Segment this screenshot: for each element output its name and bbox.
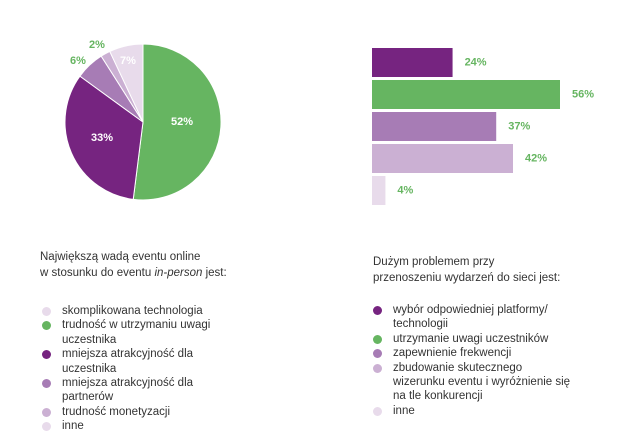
- bar-value-label: 42%: [525, 152, 547, 164]
- legend-dot-icon: [373, 363, 382, 373]
- legend-label: trudność monetyzacji: [62, 405, 171, 418]
- legend-label: trudność w utrzymaniu uwagi uczestnika: [62, 319, 211, 346]
- bar: [372, 112, 497, 141]
- pie-slice-label: 52%: [171, 116, 193, 128]
- legend-dot-icon: [373, 306, 382, 315]
- pie-slice-label: 7%: [120, 55, 136, 67]
- right-legend-item: zbudowanie skutecznego wizerunku eventu …: [373, 361, 573, 404]
- legend-label: inne: [393, 404, 415, 417]
- legend-dot-icon: [373, 334, 382, 344]
- left-legend-item: skomplikowana technologia: [42, 304, 242, 318]
- bar-chart: 24% 56% 37% 42% 4%: [372, 48, 594, 205]
- right-legend: wybór odpowiedniej platformy/ technologi…: [373, 303, 573, 418]
- right-caption: Dużym problemem przy przenoszeniu wydarz…: [373, 254, 560, 286]
- legend-dot-icon: [42, 350, 51, 360]
- left-legend-item: mniejsza atrakcyjność dla uczestnika: [42, 347, 242, 376]
- left-caption-line1: Największą wadą eventu online: [40, 251, 201, 263]
- legend-label: zapewnienie frekwencji: [393, 347, 512, 360]
- bar-value-label: 56%: [572, 88, 594, 100]
- legend-dot-icon: [373, 406, 382, 416]
- bar-value-label: 24%: [465, 56, 487, 68]
- legend-label: zbudowanie skutecznego wizerunku eventu …: [393, 361, 571, 403]
- right-legend-item: zapewnienie frekwencji: [373, 346, 573, 360]
- bar-value-label: 37%: [508, 120, 530, 132]
- right-caption-line1: Dużym problemem przy: [373, 256, 495, 268]
- left-legend-item: trudność w utrzymaniu uwagi uczestnika: [42, 318, 242, 347]
- left-caption-line2: w stosunku do eventu in-person jest:: [40, 265, 227, 281]
- right-legend-item: utrzymanie uwagi uczestników: [373, 332, 573, 346]
- pie-slice: [132, 43, 222, 201]
- right-legend-item: wybór odpowiedniej platformy/ technologi…: [373, 303, 573, 332]
- left-legend: skomplikowana technologia trudność w utrz…: [42, 304, 242, 434]
- legend-label: utrzymanie uwagi uczestników: [393, 332, 549, 345]
- bar: [372, 144, 513, 173]
- bar-value-label: 4%: [397, 184, 413, 196]
- left-caption: Największą wadą eventu online w stosunku…: [40, 249, 227, 281]
- pie-slice: [109, 43, 144, 123]
- right-legend-item: inne: [373, 404, 573, 418]
- left-caption-suffix: jest:: [202, 267, 227, 279]
- left-legend-item: trudność monetyzacji: [42, 405, 242, 419]
- left-caption-prefix: w stosunku do eventu: [40, 267, 155, 279]
- legend-label: mniejsza atrakcyjność dla uczestnika: [62, 348, 194, 375]
- legend-label: inne: [62, 420, 84, 433]
- pie-chart: 52% 33% 6%2% 7%: [64, 39, 222, 201]
- legend-label: mniejsza atrakcyjność dla partnerów: [62, 377, 194, 404]
- bar: [372, 48, 453, 77]
- bar: [372, 176, 386, 205]
- pie-slice: [64, 75, 144, 200]
- left-legend-item: mniejsza atrakcyjność dla partnerów: [42, 376, 242, 405]
- pie-slice-label: 33%: [91, 132, 113, 144]
- legend-dot-icon: [42, 407, 51, 417]
- bar: [372, 80, 560, 109]
- right-caption-line2: przenoszeniu wydarzeń do sieci jest:: [373, 272, 561, 284]
- left-legend-item: inne: [42, 419, 242, 433]
- pie-slice-label: 6%: [70, 55, 86, 67]
- pie-slice-label: 2%: [89, 39, 105, 51]
- legend-dot-icon: [42, 422, 51, 432]
- legend-label: wybór odpowiedniej platformy/ technologi…: [393, 304, 548, 331]
- legend-dot-icon: [42, 321, 51, 331]
- legend-label: skomplikowana technologia: [62, 305, 203, 317]
- legend-dot-icon: [42, 379, 51, 389]
- legend-dot-icon: [373, 349, 382, 359]
- left-caption-emphasis: in-person: [154, 267, 203, 279]
- legend-dot-icon: [42, 307, 51, 316]
